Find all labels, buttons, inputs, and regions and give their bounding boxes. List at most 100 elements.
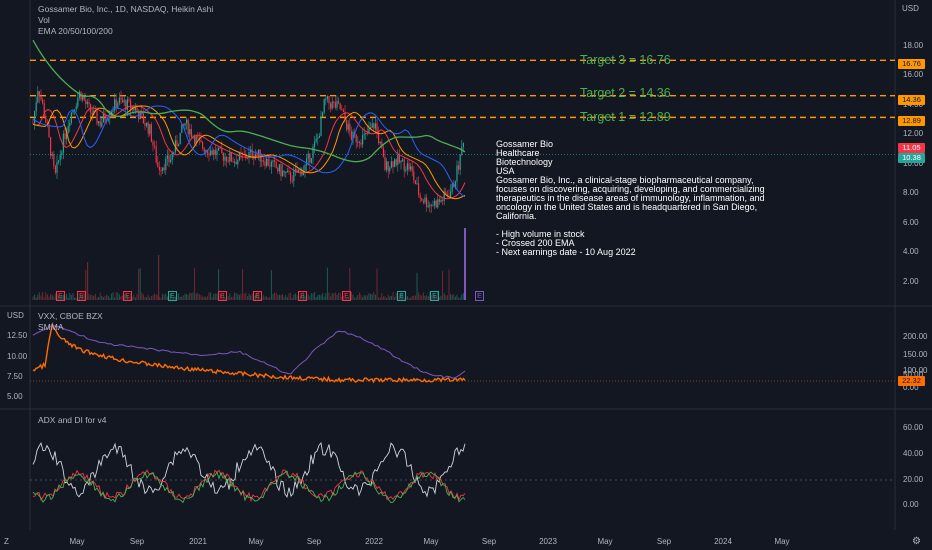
- desc-line: - High volume in stock: [496, 229, 585, 239]
- volume-bar: [157, 295, 159, 300]
- earnings-marker-upcoming[interactable]: E: [475, 291, 484, 301]
- price-candle: [107, 118, 109, 121]
- price-candle: [277, 167, 279, 172]
- zoom-icon[interactable]: Z: [4, 537, 9, 546]
- price-candle: [314, 141, 316, 147]
- volume-bar: [190, 293, 192, 300]
- gear-icon[interactable]: ⚙: [912, 536, 921, 547]
- price-candle: [374, 123, 376, 129]
- vxx-right-tick: 50.00: [903, 370, 924, 379]
- earnings-marker[interactable]: E: [430, 291, 439, 301]
- price-candle: [339, 103, 341, 110]
- volume-bar: [344, 297, 346, 300]
- volume-bar: [107, 295, 109, 300]
- price-candle: [190, 129, 192, 137]
- volume-bar: [430, 295, 432, 300]
- volume-bar: [272, 293, 274, 300]
- adx-line: [32, 441, 466, 498]
- earnings-marker[interactable]: E: [77, 291, 86, 301]
- price-candle: [163, 167, 165, 170]
- volume-bar: [80, 296, 82, 300]
- earnings-marker[interactable]: E: [123, 291, 132, 301]
- volume-bar: [122, 295, 124, 300]
- price-candle: [62, 133, 64, 153]
- volume-bar: [229, 293, 231, 300]
- price-candle: [325, 99, 327, 101]
- volume-bar: [443, 293, 445, 300]
- ema-legend[interactable]: EMA 20/50/100/200: [38, 26, 113, 36]
- price-candle: [61, 152, 63, 156]
- volume-bar: [286, 297, 288, 300]
- volume-bar: [290, 292, 292, 300]
- volume-bar: [368, 293, 370, 300]
- price-candle: [315, 138, 317, 142]
- earnings-marker[interactable]: E: [397, 291, 406, 301]
- volume-bar: [82, 294, 84, 300]
- price-candle: [179, 132, 181, 145]
- volume-bar: [307, 294, 309, 300]
- earnings-marker[interactable]: E: [253, 291, 262, 301]
- earnings-marker[interactable]: E: [168, 291, 177, 301]
- volume-bar: [445, 295, 447, 300]
- volume-legend[interactable]: Vol: [38, 15, 50, 25]
- price-candle: [262, 160, 264, 162]
- earnings-marker[interactable]: E: [342, 291, 351, 301]
- volume-bar: [152, 295, 154, 300]
- volume-bar: [309, 296, 311, 300]
- price-candle: [338, 101, 340, 104]
- target-2-label: Target 2 = 14.36: [580, 86, 671, 100]
- price-candle: [274, 160, 276, 162]
- price-candle: [109, 116, 111, 119]
- earnings-marker[interactable]: E: [56, 291, 65, 301]
- price-candle: [307, 153, 309, 159]
- price-candle: [149, 124, 151, 134]
- target-3-label: Target 3 = 16.76: [580, 53, 671, 67]
- price-candle: [134, 107, 136, 111]
- price-candle: [101, 122, 103, 127]
- price-candle: [152, 141, 154, 146]
- price-candle: [333, 101, 335, 103]
- volume-bar: [179, 296, 181, 300]
- price-candle: [285, 172, 287, 174]
- volume-bar: [248, 293, 250, 300]
- price-candle: [362, 135, 364, 145]
- price-candle: [373, 123, 375, 129]
- price-candle: [291, 180, 293, 182]
- volume-bar: [131, 297, 133, 300]
- volume-bar: [414, 295, 416, 300]
- volume-bar: [186, 294, 188, 300]
- price-candle: [118, 97, 120, 104]
- earnings-marker[interactable]: E: [298, 291, 307, 301]
- adx-legend[interactable]: ADX and DI for v4: [38, 415, 107, 425]
- volume-bar: [197, 293, 199, 300]
- volume-bar: [275, 292, 277, 300]
- price-candle: [83, 96, 85, 101]
- price-tag-last-close: 11.05: [898, 143, 925, 153]
- price-candle: [147, 122, 149, 134]
- volume-bar: [78, 297, 80, 300]
- volume-bar: [456, 294, 458, 300]
- price-candle: [430, 204, 432, 206]
- vxx-legend[interactable]: VXX, CBOE BZX: [38, 311, 103, 321]
- price-candle: [408, 163, 410, 170]
- price-candle: [378, 131, 380, 144]
- price-candle: [414, 180, 416, 185]
- price-candle: [237, 160, 239, 165]
- price-candle: [376, 123, 378, 132]
- volume-bar: [373, 292, 375, 300]
- price-candle: [461, 146, 463, 155]
- price-candle: [365, 132, 367, 135]
- smma-legend[interactable]: SMMA: [38, 322, 64, 332]
- volume-bar: [362, 297, 364, 300]
- volume-bar: [38, 292, 40, 300]
- volume-bar: [88, 294, 90, 300]
- volume-bar: [112, 292, 114, 300]
- volume-bar: [104, 296, 106, 300]
- earnings-marker[interactable]: E: [218, 291, 227, 301]
- volume-bar: [270, 270, 272, 300]
- price-candle: [133, 106, 135, 111]
- volume-bar: [170, 293, 172, 300]
- volume-bar: [126, 295, 128, 300]
- volume-bar: [136, 294, 138, 300]
